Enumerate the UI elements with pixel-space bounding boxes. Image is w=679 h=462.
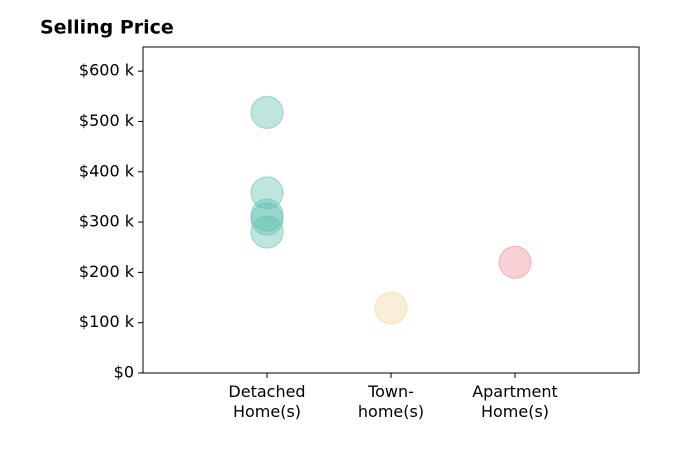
y-tick-label: $100 k	[79, 312, 135, 331]
y-tick-label: $600 k	[79, 61, 135, 80]
y-tick-label: $0	[114, 363, 134, 382]
point	[250, 202, 284, 236]
x-tick-label: Town-home(s)	[358, 382, 424, 421]
y-tick-label: $200 k	[79, 262, 135, 281]
y-tick-label: $300 k	[79, 212, 135, 231]
chart-title: Selling Price	[40, 17, 174, 39]
y-tick-label: $400 k	[79, 161, 135, 180]
y-tick-label: $500 k	[79, 111, 135, 130]
x-tick-label: Detached Home(s)	[228, 382, 305, 421]
point	[374, 291, 408, 325]
point	[250, 215, 284, 249]
x-tick-label: Apartment Home(s)	[472, 382, 558, 421]
point	[498, 245, 532, 279]
point	[250, 95, 284, 129]
